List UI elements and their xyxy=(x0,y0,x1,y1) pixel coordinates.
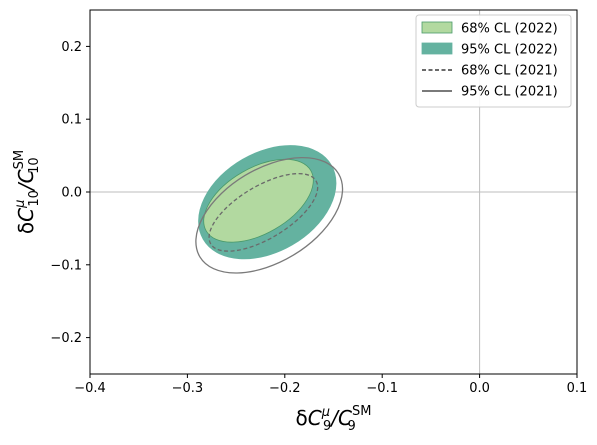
x-tick-label: 0.1 xyxy=(567,381,588,396)
legend-label: 95% CL (2021) xyxy=(461,85,558,100)
legend: 68% CL (2022) 95% CL (2022) 68% CL (2021) 9… xyxy=(415,14,572,108)
legend-item-68-2022: 68% CL (2022) xyxy=(421,21,558,37)
x-tick-label: −0.1 xyxy=(366,381,398,396)
contour-68-2021 xyxy=(208,172,319,252)
y-tick-label: −0.2 xyxy=(50,331,82,346)
y-tick-label: 0.2 xyxy=(61,40,82,55)
legend-label: 68% CL (2021) xyxy=(461,64,558,79)
legend-label: 68% CL (2022) xyxy=(461,22,558,37)
legend-item-68-2021: 68% CL (2021) xyxy=(422,64,558,79)
y-axis-label: δCμ10/CSM10 xyxy=(12,150,42,234)
x-tick-label: −0.4 xyxy=(74,381,106,396)
x-tick-label: −0.3 xyxy=(172,381,204,396)
x-tick-label: 0.0 xyxy=(469,381,490,396)
contour-68-2022 xyxy=(203,158,314,243)
legend-label: 95% CL (2022) xyxy=(461,43,558,58)
legend-item-95-2021: 95% CL (2021) xyxy=(422,85,558,100)
contour-95-2021 xyxy=(195,156,344,274)
legend-item-95-2022: 95% CL (2022) xyxy=(421,42,558,58)
x-axis-label: δCμ 9/CSM 9 xyxy=(296,404,372,434)
legend-swatch xyxy=(421,21,453,34)
x-tick-label: −0.2 xyxy=(269,381,301,396)
y-tick-label: −0.1 xyxy=(50,258,82,273)
contours xyxy=(195,145,344,274)
y-tick-label: 0.0 xyxy=(61,186,82,201)
legend-box xyxy=(415,14,572,108)
y-tick-label: 0.1 xyxy=(61,113,82,128)
legend-swatch xyxy=(421,42,453,55)
axis-ticks: −0.4 −0.3 −0.2 −0.1 0.0 0.1 −0.2 −0.1 0.0 0.1 0.2 xyxy=(50,40,587,396)
